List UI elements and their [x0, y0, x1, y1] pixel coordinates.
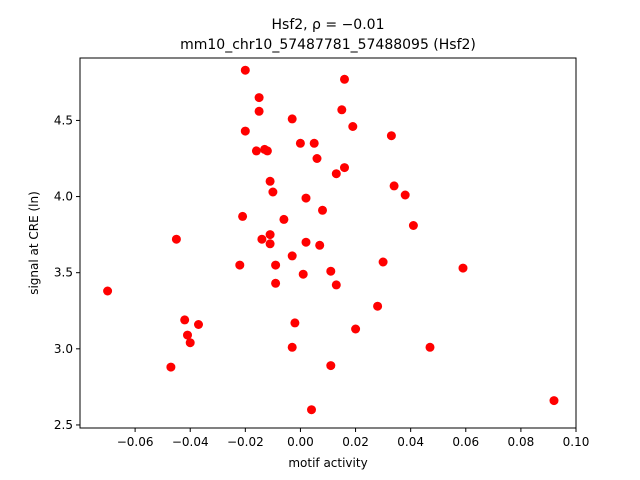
data-point	[183, 330, 192, 340]
data-point	[340, 163, 349, 173]
data-point	[185, 338, 195, 348]
x-axis-label: motif activity	[288, 456, 367, 470]
x-tick-label: 0.04	[397, 435, 424, 449]
data-point	[301, 193, 311, 203]
plot-frame	[79, 57, 577, 429]
data-point	[378, 257, 388, 267]
data-point	[271, 278, 281, 288]
data-point	[312, 154, 322, 163]
x-tick-label: 0.02	[342, 435, 369, 449]
y-tick-label: 3.5	[54, 266, 73, 280]
data-point	[265, 239, 275, 249]
data-point	[307, 405, 316, 415]
data-point	[257, 234, 267, 244]
data-point	[386, 131, 396, 141]
y-tick-label: 4.5	[54, 113, 73, 127]
data-point	[373, 301, 383, 311]
x-axis-ticks: −0.06 −0.04 −0.02 0.00 0.02 0.04 0.06 0.08 0.10	[117, 428, 590, 449]
chart-subtitle: mm10_chr10_57487781_57488095 (Hsf2)	[180, 37, 476, 53]
data-point	[400, 190, 410, 200]
data-point	[340, 74, 349, 84]
x-tick-label: 0.08	[508, 435, 535, 449]
data-point	[318, 205, 327, 215]
y-tick-label: 3.0	[54, 342, 73, 356]
data-point	[331, 280, 341, 290]
data-point	[238, 211, 248, 221]
data-point	[351, 324, 361, 334]
data-point	[279, 214, 289, 224]
data-point	[389, 181, 399, 191]
data-point	[240, 65, 250, 75]
data-point	[408, 221, 418, 230]
data-point	[271, 260, 281, 270]
x-tick-label: −0.02	[227, 435, 264, 449]
data-point	[171, 234, 181, 244]
data-points	[103, 65, 559, 415]
data-point	[549, 396, 559, 406]
data-point	[265, 176, 275, 186]
y-tick-label: 2.5	[54, 418, 73, 432]
data-point	[251, 146, 261, 156]
data-point	[348, 122, 358, 131]
data-point	[254, 106, 264, 116]
data-point	[287, 342, 297, 352]
data-point	[295, 138, 305, 148]
data-point	[458, 263, 468, 273]
x-tick-label: −0.06	[117, 435, 154, 449]
data-point	[331, 169, 341, 179]
chart-title: Hsf2, ρ = −0.01	[272, 17, 385, 33]
x-tick-label: 0.06	[452, 435, 479, 449]
x-tick-label: 0.00	[287, 435, 314, 449]
data-point	[301, 237, 311, 247]
x-tick-label: −0.04	[172, 435, 209, 449]
data-point	[268, 187, 278, 197]
data-point	[290, 318, 300, 328]
x-tick-label: 0.10	[563, 435, 590, 449]
data-point	[298, 269, 308, 279]
data-point	[315, 240, 325, 250]
plot-area	[80, 58, 576, 428]
data-point	[337, 105, 347, 115]
data-point	[194, 320, 203, 329]
data-point	[287, 114, 297, 124]
data-point	[425, 342, 435, 352]
data-point	[166, 362, 176, 372]
y-tick-label: 4.0	[54, 190, 73, 204]
data-point	[309, 138, 319, 148]
data-point	[235, 260, 245, 270]
data-point	[287, 251, 297, 261]
data-point	[265, 230, 275, 240]
y-axis-label: signal at CRE (ln)	[27, 191, 41, 295]
data-point	[103, 286, 113, 296]
data-point	[326, 361, 336, 371]
data-point	[180, 315, 190, 325]
data-point	[240, 126, 250, 136]
data-point	[262, 146, 272, 156]
y-axis-ticks: 2.5 3.0 3.5 4.0 4.5	[54, 113, 80, 432]
data-point	[326, 266, 336, 276]
data-point	[254, 93, 264, 103]
